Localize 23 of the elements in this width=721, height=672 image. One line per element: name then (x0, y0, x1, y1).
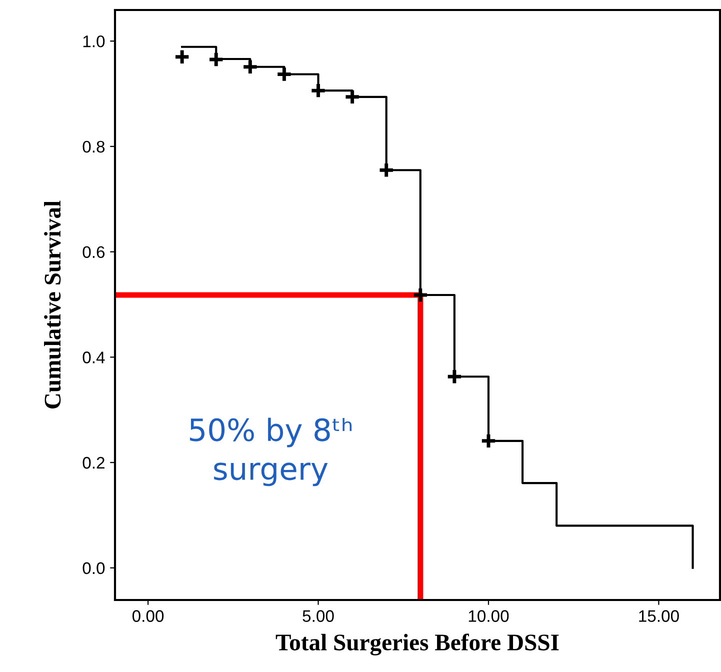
point (310, 82, 327, 99)
x-tick-label: 10.00 (468, 610, 509, 622)
point (174, 48, 190, 66)
y-tick-label: 0.8 (82, 140, 105, 153)
x-tick-label: 15.00 (639, 610, 679, 622)
point (242, 58, 258, 76)
y-tick-label: 0.0 (82, 562, 105, 574)
point (446, 368, 463, 385)
y-tick-label: 1.0 (83, 35, 105, 48)
y-tick-label: 0.4 (82, 352, 105, 364)
point (412, 286, 429, 304)
y-axis-title: Cumulative Survival (44, 200, 61, 408)
point (480, 432, 497, 450)
annotation: 50% by 8ᵗʰ surgery (190, 418, 352, 486)
x-axis-title: Total Surgeries Before DSSI (276, 634, 559, 656)
point (208, 51, 224, 68)
x-tick-label: 5.00 (302, 610, 334, 622)
y-tick-label: 0.2 (82, 456, 104, 469)
point (344, 88, 361, 106)
y-tick-label: 0.6 (82, 246, 105, 258)
point (276, 66, 293, 83)
x-tick-label: 0.00 (132, 610, 164, 622)
point (378, 162, 395, 178)
